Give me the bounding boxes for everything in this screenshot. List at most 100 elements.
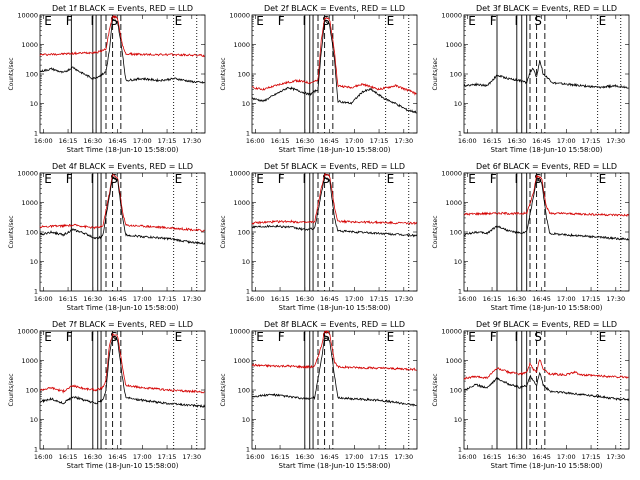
x-tick-label: 16:45 — [532, 453, 551, 461]
x-tick-label: 16:00 — [246, 137, 265, 145]
x-tick-label: 17:30 — [606, 137, 625, 145]
x-tick-label: 17:15 — [370, 295, 389, 303]
y-tick-label: 10 — [242, 100, 250, 108]
x-tick-label: 16:30 — [295, 453, 314, 461]
y-tick-label: 1 — [34, 288, 38, 296]
series-line-lld — [251, 173, 417, 226]
y-axis-label: Counts/sec — [220, 215, 227, 248]
x-tick-label: 16:15 — [271, 453, 290, 461]
series-line-events — [39, 335, 205, 408]
y-tick-label: 10 — [454, 416, 462, 424]
x-tick-label: 16:30 — [83, 137, 102, 145]
interval-marker-label: F — [66, 172, 73, 186]
y-tick-label: 1000 — [21, 41, 38, 49]
x-tick-label: 16:30 — [507, 137, 526, 145]
series-line-events — [251, 336, 417, 407]
x-tick-label: 17:15 — [158, 453, 177, 461]
y-tick-label: 10 — [242, 416, 250, 424]
interval-marker-label: I — [303, 172, 307, 186]
interval-marker-label: F — [490, 14, 497, 28]
interval-marker-label: I — [91, 172, 95, 186]
y-tick-label: 100 — [26, 387, 38, 395]
interval-marker-label: E — [256, 172, 264, 186]
chart-title: Det 8f BLACK = Events, RED = LLD — [264, 320, 405, 329]
y-tick-label: 10000 — [17, 12, 38, 20]
y-tick-label: 10000 — [229, 328, 250, 336]
series-line-events — [463, 177, 629, 241]
y-axis-label: Counts/sec — [8, 215, 15, 248]
x-tick-label: 17:00 — [345, 137, 364, 145]
y-tick-label: 1 — [458, 446, 462, 454]
series-line-events — [463, 371, 629, 402]
series-line-lld — [463, 359, 629, 380]
y-tick-label: 100 — [450, 229, 462, 237]
x-tick-label: 16:00 — [34, 295, 53, 303]
chart-panel: Det 5f BLACK = Events, RED = LLD 1 10 100 10… — [220, 162, 418, 312]
plot-frame — [251, 330, 418, 450]
series-line-events — [39, 175, 205, 245]
x-tick-label: 17:30 — [394, 453, 413, 461]
x-axis-label: Start Time (18-Jun-10 15:58:00) — [491, 146, 603, 154]
interval-marker-label: I — [91, 330, 95, 344]
y-axis-label: Counts/sec — [432, 57, 439, 90]
y-tick-label: 1000 — [233, 357, 250, 365]
y-tick-label: 10000 — [229, 12, 250, 20]
x-tick-label: 16:45 — [108, 453, 127, 461]
x-tick-label: 16:00 — [246, 453, 265, 461]
x-axis-label: Start Time (18-Jun-10 15:58:00) — [67, 146, 179, 154]
x-tick-label: 16:15 — [271, 295, 290, 303]
chart-panel: Det 4f BLACK = Events, RED = LLD 1 10 100 10… — [8, 162, 206, 312]
chart-panel: Det 9f BLACK = Events, RED = LLD 1 10 100 10… — [432, 320, 630, 470]
y-tick-label: 1 — [246, 446, 250, 454]
chart-panel: Det 8f BLACK = Events, RED = LLD 1 10 100 10… — [220, 320, 418, 470]
x-tick-label: 16:45 — [320, 295, 339, 303]
y-axis-label: Counts/sec — [432, 373, 439, 406]
interval-marker-label: F — [490, 330, 497, 344]
x-tick-label: 17:00 — [557, 453, 576, 461]
y-tick-label: 10000 — [441, 328, 462, 336]
x-tick-label: 17:15 — [370, 137, 389, 145]
interval-marker-label: I — [91, 14, 95, 28]
interval-marker-label: E — [387, 330, 395, 344]
interval-marker-label: F — [490, 172, 497, 186]
y-tick-label: 1000 — [21, 357, 38, 365]
x-tick-label: 16:00 — [34, 137, 53, 145]
y-tick-label: 10000 — [441, 12, 462, 20]
y-axis-label: Counts/sec — [8, 373, 15, 406]
chart-title: Det 9f BLACK = Events, RED = LLD — [476, 320, 617, 329]
x-axis-label: Start Time (18-Jun-10 15:58:00) — [491, 462, 603, 470]
x-tick-label: 16:15 — [59, 137, 78, 145]
chart-title: Det 6f BLACK = Events, RED = LLD — [476, 162, 617, 171]
plot-frame — [463, 14, 630, 134]
y-axis-label: Counts/sec — [8, 57, 15, 90]
y-tick-label: 1000 — [445, 357, 462, 365]
y-tick-label: 10 — [242, 258, 250, 266]
chart-title: Det 4f BLACK = Events, RED = LLD — [52, 162, 193, 171]
interval-marker-label: F — [278, 14, 285, 28]
interval-marker-label: S — [322, 330, 330, 344]
x-tick-label: 17:30 — [182, 137, 201, 145]
interval-marker-label: S — [110, 330, 118, 344]
y-tick-label: 10000 — [441, 170, 462, 178]
x-tick-label: 16:30 — [295, 137, 314, 145]
y-tick-label: 1 — [34, 446, 38, 454]
x-tick-label: 17:00 — [133, 137, 152, 145]
series-line-lld — [251, 330, 417, 372]
y-tick-label: 1 — [34, 130, 38, 138]
x-tick-label: 17:30 — [606, 295, 625, 303]
x-tick-label: 16:00 — [458, 453, 477, 461]
x-tick-label: 16:45 — [108, 295, 127, 303]
x-axis-label: Start Time (18-Jun-10 15:58:00) — [491, 304, 603, 312]
y-tick-label: 10 — [454, 258, 462, 266]
interval-marker-label: E — [599, 330, 607, 344]
plot-frame — [251, 172, 418, 292]
y-tick-label: 10 — [30, 416, 38, 424]
interval-marker-label: E — [468, 172, 476, 186]
x-axis-label: Start Time (18-Jun-10 15:58:00) — [279, 304, 391, 312]
x-tick-label: 16:45 — [532, 295, 551, 303]
x-tick-label: 17:30 — [394, 137, 413, 145]
chart-title: Det 7f BLACK = Events, RED = LLD — [52, 320, 193, 329]
y-tick-label: 1 — [458, 288, 462, 296]
interval-marker-label: I — [303, 330, 307, 344]
